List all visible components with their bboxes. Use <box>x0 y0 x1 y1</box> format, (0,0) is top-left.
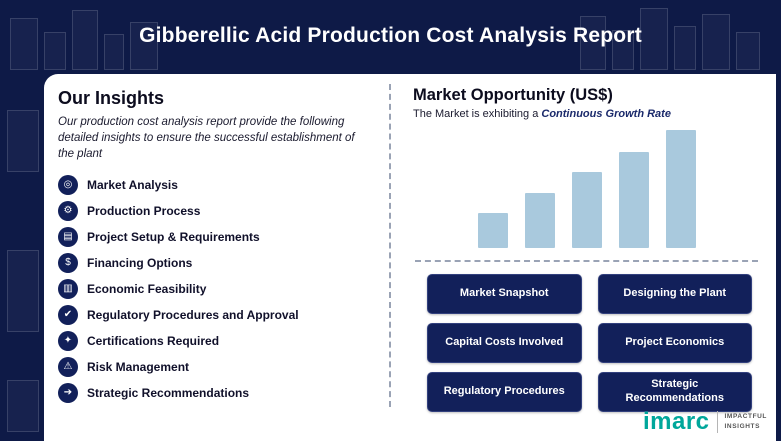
regulatory-procedures-button[interactable]: Regulatory Procedures <box>427 372 582 412</box>
insight-item: ▤ Project Setup & Requirements <box>58 226 383 247</box>
regulatory-approval-icon: ✔ <box>58 304 78 325</box>
project-setup-icon: ▤ <box>58 226 78 247</box>
insight-label: Production Process <box>87 203 201 218</box>
insight-item: ✔ Regulatory Procedures and Approval <box>58 304 383 325</box>
market-heading: Market Opportunity (US$) <box>413 86 613 104</box>
insight-item: ⚠ Risk Management <box>58 356 383 377</box>
insight-label: Regulatory Procedures and Approval <box>87 307 299 322</box>
logo-tagline: IMPACTFUL INSIGHTS <box>724 413 767 430</box>
insights-section: Our Insights Our production cost analysi… <box>44 74 389 441</box>
bar-chart <box>413 130 760 248</box>
insight-item: ⚙ Production Process <box>58 200 383 221</box>
imarc-logo: imarc IMPACTFUL INSIGHTS <box>643 410 767 434</box>
insight-label: Strategic Recommendations <box>87 385 250 400</box>
imarc-logo-wordmark: imarc <box>642 408 710 435</box>
logo-divider <box>716 411 718 433</box>
action-buttons: Market Snapshot Designing the Plant Capi… <box>413 274 760 412</box>
banner: Gibberellic Acid Production Cost Analysi… <box>0 0 781 72</box>
page-title: Gibberellic Acid Production Cost Analysi… <box>139 24 642 47</box>
insight-label: Risk Management <box>87 359 190 374</box>
designing-the-plant-button[interactable]: Designing the Plant <box>597 274 752 314</box>
chart-bar <box>665 130 696 248</box>
chart-bar <box>524 192 555 248</box>
insight-item: $ Financing Options <box>58 252 383 273</box>
production-process-icon: ⚙ <box>58 200 78 221</box>
certifications-icon: ✦ <box>58 330 78 351</box>
content-card: Our Insights Our production cost analysi… <box>44 74 776 441</box>
market-snapshot-button[interactable]: Market Snapshot <box>427 274 582 314</box>
vertical-dashed-divider <box>389 84 391 407</box>
market-section: Market Opportunity (US$) The Market is e… <box>391 74 776 441</box>
insight-item: ➔ Strategic Recommendations <box>58 382 383 403</box>
insights-heading: Our Insights <box>58 88 165 108</box>
chart-bar <box>618 152 649 248</box>
market-subtitle-highlight: Continuous Growth Rate <box>541 108 671 120</box>
risk-management-icon: ⚠ <box>58 356 78 377</box>
market-subtitle-prefix: The Market is exhibiting a <box>413 108 542 120</box>
strategic-recommendations-button[interactable]: Strategic Recommendations <box>597 372 752 412</box>
market-analysis-icon: ◎ <box>58 174 78 195</box>
insight-item: ◎ Market Analysis <box>58 174 383 195</box>
insight-label: Certifications Required <box>87 333 220 348</box>
insight-label: Project Setup & Requirements <box>87 229 260 244</box>
strategic-recommendations-icon: ➔ <box>58 382 78 403</box>
financing-options-icon: $ <box>58 252 78 273</box>
insight-label: Economic Feasibility <box>87 281 207 296</box>
insight-item: ✦ Certifications Required <box>58 330 383 351</box>
project-economics-button[interactable]: Project Economics <box>597 323 752 363</box>
insight-label: Financing Options <box>87 255 193 270</box>
chart-bar <box>477 212 508 248</box>
insight-label: Market Analysis <box>87 177 178 192</box>
insights-description: Our production cost analysis report prov… <box>58 116 355 160</box>
economic-feasibility-icon: ▥ <box>58 278 78 299</box>
chart-bar <box>571 172 602 248</box>
insight-item: ▥ Economic Feasibility <box>58 278 383 299</box>
capital-costs-button[interactable]: Capital Costs Involved <box>427 323 582 363</box>
horizontal-dashed-divider <box>415 260 758 262</box>
market-subtitle: The Market is exhibiting a Continuous Gr… <box>413 108 760 120</box>
